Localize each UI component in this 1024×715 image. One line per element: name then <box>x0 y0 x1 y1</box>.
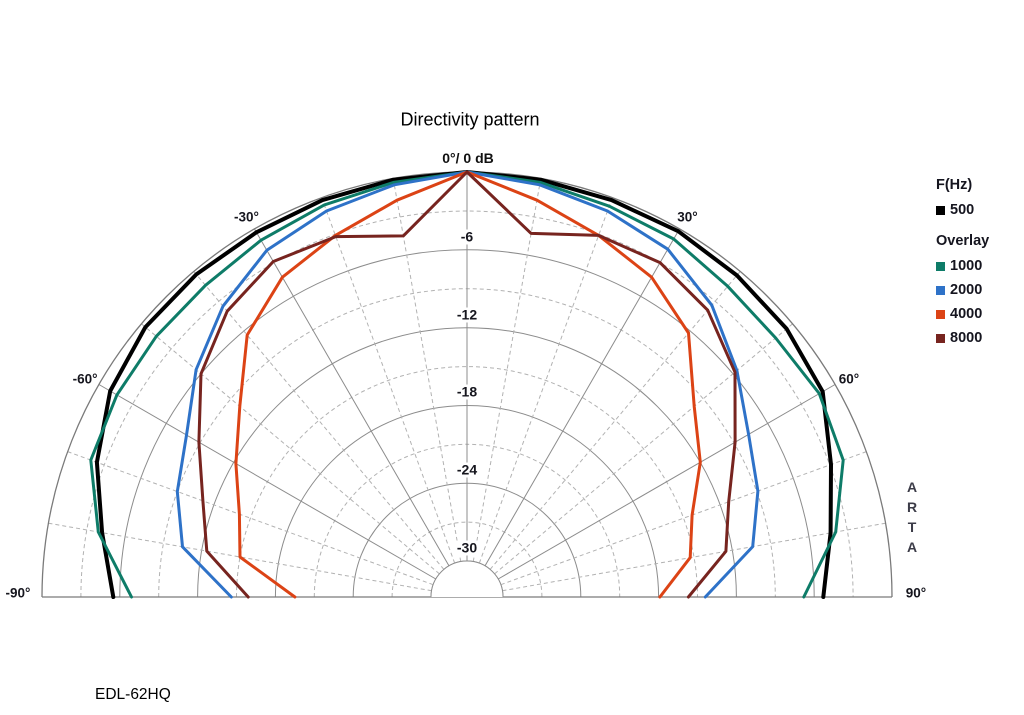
db-tick--6: -6 <box>457 229 477 245</box>
grid-spoke-dashed <box>392 178 462 562</box>
arta-watermark-letter: A <box>906 479 918 495</box>
angle-tick--60: -60° <box>72 371 98 386</box>
series-swatch-500 <box>936 205 945 215</box>
legend-label-4000: 4000 <box>950 306 983 322</box>
legend-spacer <box>936 218 989 233</box>
arta-watermark-letter: T <box>907 519 917 535</box>
device-name-label: EDL-62HQ <box>95 686 171 703</box>
angle-tick--30: -30° <box>234 209 259 225</box>
grid-spoke-dashed <box>489 271 741 570</box>
db-tick--24: -24 <box>453 462 481 478</box>
legend-label-2000: 2000 <box>950 282 983 298</box>
db-tick--12: -12 <box>453 307 481 323</box>
grid-ring-dashed <box>80 210 854 598</box>
grid-spoke-dashed <box>500 451 867 586</box>
grid-spoke-dashed <box>48 522 432 592</box>
legend-item-1000: 1000 <box>936 258 989 274</box>
apex-axis-label: 0°/ 0 dB <box>442 150 494 166</box>
legend-label-1000: 1000 <box>950 258 983 274</box>
grid-spoke-solid <box>98 384 437 580</box>
legend-heading-fhz: F(Hz) <box>936 177 973 193</box>
legend-label-8000: 8000 <box>950 330 983 346</box>
arta-watermark-letter: A <box>906 539 918 555</box>
series-swatch-1000 <box>936 261 945 271</box>
db-tick--18: -18 <box>453 384 481 400</box>
grid-spoke-dashed <box>494 323 793 575</box>
series-swatch-8000 <box>936 333 945 343</box>
legend-item-8000: 8000 <box>936 330 989 346</box>
db-tick--30: -30 <box>453 540 481 556</box>
grid-spoke-dashed <box>478 197 613 564</box>
arta-watermark-letter: R <box>906 499 918 515</box>
grid-spoke-dashed <box>321 197 456 564</box>
series-swatch-4000 <box>936 309 945 319</box>
hub-circle <box>430 560 504 598</box>
series-swatch-2000 <box>936 285 945 295</box>
grid-spoke-dashed <box>193 271 445 570</box>
legend-item-500: 500 <box>936 202 989 218</box>
angle-tick--90: -90° <box>5 585 31 601</box>
legend-heading-overlay: Overlay <box>936 233 990 249</box>
curve-8000hz <box>197 170 737 599</box>
legend-label-500: 500 <box>950 202 975 218</box>
grid-spoke-dashed <box>67 451 434 586</box>
grid-spoke-dashed <box>141 323 440 575</box>
chart-title: Directivity pattern <box>400 109 540 130</box>
angle-tick-90: 90° <box>905 585 927 601</box>
angle-tick-60: 60° <box>838 371 860 386</box>
grid-spoke-dashed <box>502 522 886 592</box>
legend-item-4000: 4000 <box>936 306 989 322</box>
grid-spoke-solid <box>497 384 836 580</box>
angle-tick-30: 30° <box>677 209 698 225</box>
legend-item-2000: 2000 <box>936 282 989 298</box>
grid-spoke-dashed <box>472 178 542 562</box>
legend: F(Hz) 500 Overlay 1000 2000 4000 8000 <box>936 177 989 346</box>
grid-spoke-solid <box>254 228 450 567</box>
grid-spoke-solid <box>484 228 680 567</box>
grid-ring-dashed <box>236 366 698 598</box>
